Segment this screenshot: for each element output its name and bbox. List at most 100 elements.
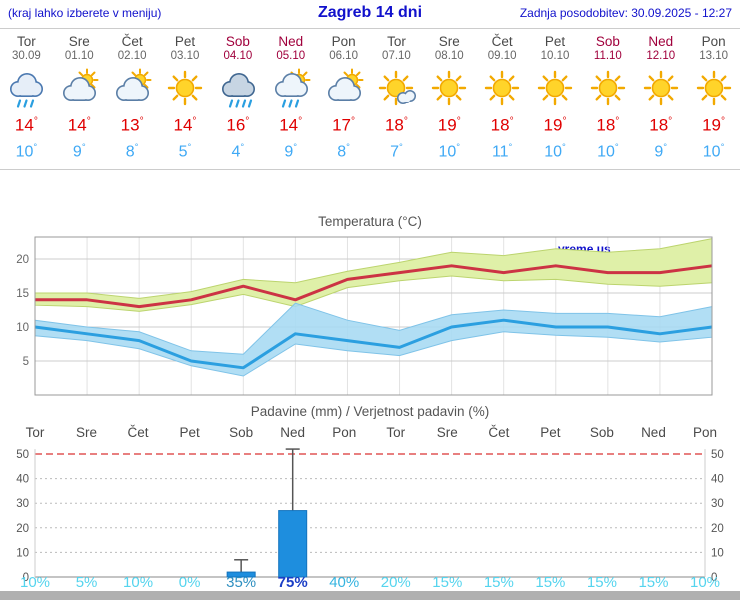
temp-min: 5°	[178, 141, 192, 160]
sunny-icon	[429, 68, 469, 108]
sun-rain-icon	[271, 68, 311, 108]
svg-text:30: 30	[16, 498, 29, 510]
horizontal-scrollbar[interactable]	[0, 591, 740, 600]
precip-day-label: Pet	[179, 425, 200, 440]
temp-min: 7°	[390, 141, 403, 160]
day-column-10.10[interactable]: Pet 10.10 19° 10°	[529, 29, 582, 169]
day-name: Pet	[174, 34, 196, 49]
day-column-06.10[interactable]: Pon 06.10 17° 8°	[317, 29, 370, 169]
temp-min: 10°	[702, 141, 725, 160]
rain-cloud-icon	[6, 68, 46, 108]
temp-max: 13°	[120, 115, 144, 135]
sunny-icon	[165, 68, 205, 108]
svg-text:40: 40	[711, 474, 724, 486]
precip-probability: 10%	[689, 574, 721, 591]
day-name: Sre	[438, 34, 460, 49]
day-column-07.10[interactable]: Tor 07.10 18° 7°	[370, 29, 423, 169]
precip-probability: 15%	[432, 574, 463, 591]
sunny-icon	[694, 68, 734, 108]
degree-sign: °	[614, 141, 619, 153]
precipitation-chart-svg: 0 0 10 10 20 20 30 30 40 40 50 50	[16, 448, 724, 584]
day-date: 30.09	[12, 50, 41, 62]
day-date: 03.10	[170, 50, 200, 62]
sunny-icon	[641, 68, 681, 108]
precip-probability: 15%	[638, 574, 669, 591]
degree-sign: °	[562, 116, 567, 127]
precip-day-label: Tor	[386, 425, 406, 440]
degree-sign: °	[508, 141, 513, 153]
day-column-13.10[interactable]: Pon 13.10 19° 10°	[687, 29, 740, 169]
temp-min: 11°	[491, 141, 513, 160]
precip-probability: 5%	[75, 574, 98, 591]
last-update-timestamp: Zadnja posodobitev: 30.09.2025 - 12:27	[519, 6, 732, 20]
temp-min: 9°	[654, 141, 668, 160]
day-column-04.10[interactable]: Sob 04.10 16° 4°	[211, 29, 264, 169]
precip-probability: 20%	[380, 574, 411, 591]
svg-text:40: 40	[16, 474, 29, 486]
degree-sign: °	[293, 141, 298, 153]
precip-probability: 75%	[277, 574, 308, 591]
precip-probability: 15%	[483, 574, 514, 591]
temp-max: 14°	[67, 115, 91, 135]
degree-sign: °	[134, 141, 139, 153]
svg-text:10: 10	[711, 547, 724, 559]
precip-day-label: Pon	[332, 425, 357, 440]
precip-day-label: Sre	[436, 425, 458, 440]
precipitation-chart: 0 0 10 10 20 20 30 30 40 40 50 50	[0, 446, 740, 584]
rain-cloud-heavy-icon	[218, 68, 258, 108]
degree-sign: °	[33, 116, 38, 127]
day-date: 01.10	[64, 50, 94, 62]
day-date: 09.10	[487, 50, 517, 62]
degree-sign: °	[187, 141, 192, 153]
forecast-strip: Tor 30.09 14° 10° Sre 01.10 14° 9° Čet 02.10 13…	[0, 28, 740, 170]
day-name: Tor	[387, 34, 406, 49]
temperature-chart: 5 10 15 20	[0, 230, 740, 400]
degree-sign: °	[33, 141, 38, 153]
svg-text:5: 5	[23, 356, 29, 368]
day-column-09.10[interactable]: Čet 09.10 18° 11°	[476, 29, 529, 169]
day-column-01.10[interactable]: Sre 01.10 14° 9°	[53, 29, 106, 169]
day-name: Tor	[17, 34, 36, 49]
day-column-02.10[interactable]: Čet 02.10 13° 8°	[106, 29, 159, 169]
day-column-03.10[interactable]: Pet 03.10 14° 5°	[159, 29, 212, 169]
precip-day-label: Sob	[229, 425, 254, 440]
degree-sign: °	[351, 116, 356, 127]
day-name: Čet	[121, 34, 143, 49]
day-column-12.10[interactable]: Ned 12.10 18° 9°	[634, 29, 687, 169]
day-column-30.09[interactable]: Tor 30.09 14° 10°	[0, 29, 53, 169]
day-date: 04.10	[223, 50, 253, 62]
partly-cloudy-icon	[324, 68, 364, 108]
svg-text:20: 20	[711, 523, 724, 535]
page-title: Zagreb 14 dni	[317, 4, 423, 21]
precip-day-label: Ned	[641, 425, 666, 440]
svg-text:50: 50	[711, 449, 724, 461]
day-column-08.10[interactable]: Sre 08.10 19° 10°	[423, 29, 476, 169]
day-date: 08.10	[434, 50, 464, 62]
temperature-chart-svg: 5 10 15 20	[16, 236, 713, 396]
degree-sign: °	[81, 141, 86, 153]
degree-sign: °	[139, 116, 144, 127]
temp-min: 9°	[72, 141, 86, 160]
temp-max: 14°	[279, 115, 303, 135]
temp-min: 9°	[284, 141, 298, 160]
header: (kraj lahko izberete v meniju) Zagreb 14…	[0, 0, 740, 28]
temp-max: 19°	[437, 115, 461, 135]
temp-max: 16°	[226, 115, 250, 135]
temp-max: 14°	[14, 115, 38, 135]
day-column-05.10[interactable]: Ned 05.10 14° 9°	[264, 29, 317, 169]
precip-probability: 15%	[586, 574, 617, 591]
partly-cloudy-icon	[59, 68, 99, 108]
degree-sign: °	[346, 141, 350, 153]
degree-sign: °	[668, 116, 673, 127]
precip-day-label: Čet	[488, 425, 510, 440]
temp-max: 18°	[490, 115, 514, 135]
degree-sign: °	[456, 141, 461, 153]
precip-day-label: Pet	[540, 425, 561, 440]
temp-max: 18°	[649, 115, 673, 135]
temp-max: 19°	[702, 115, 726, 135]
day-column-11.10[interactable]: Sob 11.10 18° 10°	[581, 29, 634, 169]
temp-min: 10°	[544, 141, 566, 160]
precip-day-label: Sob	[589, 425, 614, 440]
precip-day-label: Čet	[127, 425, 149, 440]
degree-sign: °	[403, 116, 408, 127]
